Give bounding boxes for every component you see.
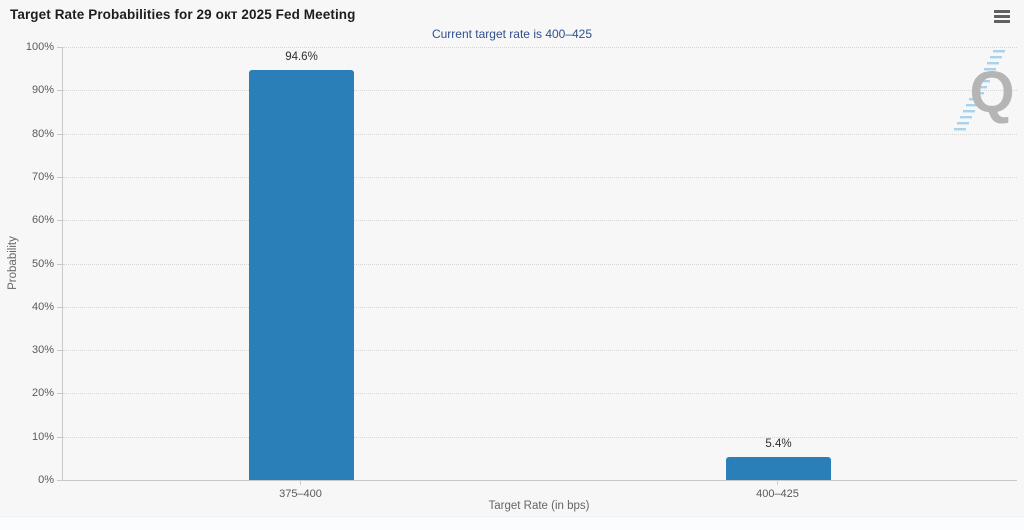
chart-subtitle: Current target rate is 400–425 xyxy=(431,27,593,41)
y-gridline xyxy=(63,263,1017,265)
y-tick-label: 70% xyxy=(31,170,54,183)
y-axis-tick xyxy=(57,263,62,265)
y-tick-label: 50% xyxy=(31,257,54,270)
y-tick-label: 10% xyxy=(31,430,54,443)
y-axis-tick xyxy=(57,350,62,352)
y-tick-label: 100% xyxy=(25,41,54,53)
hamburger-menu-icon xyxy=(994,10,1010,13)
y-gridline xyxy=(63,133,1017,135)
y-axis-tick xyxy=(57,47,62,48)
probability-bar[interactable] xyxy=(726,456,831,480)
y-gridline xyxy=(63,306,1017,308)
bar-value-label: 94.6% xyxy=(285,51,318,64)
x-axis-tick xyxy=(777,481,778,485)
bottom-strip xyxy=(0,516,1024,530)
x-tick-label: 375–400 xyxy=(279,488,322,500)
y-tick-label: 0% xyxy=(38,474,54,486)
bar-value-label: 5.4% xyxy=(765,437,792,450)
y-axis-tick xyxy=(57,90,62,92)
y-tick-label: 80% xyxy=(31,127,54,140)
y-gridline xyxy=(63,47,1017,48)
y-axis-tick xyxy=(57,306,62,308)
y-axis-tick xyxy=(57,436,62,438)
x-axis-title: Target Rate (in bps) xyxy=(488,500,590,512)
probability-bar[interactable] xyxy=(249,70,354,480)
y-axis-tick xyxy=(57,133,62,135)
y-gridline xyxy=(63,220,1017,222)
y-tick-label: 30% xyxy=(31,344,54,357)
y-axis-tick xyxy=(57,393,62,395)
y-tick-label: 40% xyxy=(31,300,54,313)
y-axis-tick xyxy=(57,220,62,222)
y-axis-tick xyxy=(57,176,62,178)
plot-area: 94.6% 5.4% xyxy=(62,47,1017,481)
y-axis-tick xyxy=(57,480,62,481)
x-axis-tick xyxy=(300,481,301,485)
y-gridline xyxy=(63,90,1017,92)
y-gridline xyxy=(63,436,1017,438)
context-menu-button[interactable] xyxy=(994,10,1010,25)
y-gridline xyxy=(63,176,1017,178)
y-tick-label: 20% xyxy=(31,387,54,400)
y-gridline xyxy=(63,350,1017,352)
x-tick-label: 400–425 xyxy=(756,488,799,500)
y-tick-label: 90% xyxy=(31,84,54,97)
y-gridline xyxy=(63,393,1017,395)
chart-title: Target Rate Probabilities for 29 окт 202… xyxy=(10,7,356,22)
y-tick-label: 60% xyxy=(31,214,54,227)
